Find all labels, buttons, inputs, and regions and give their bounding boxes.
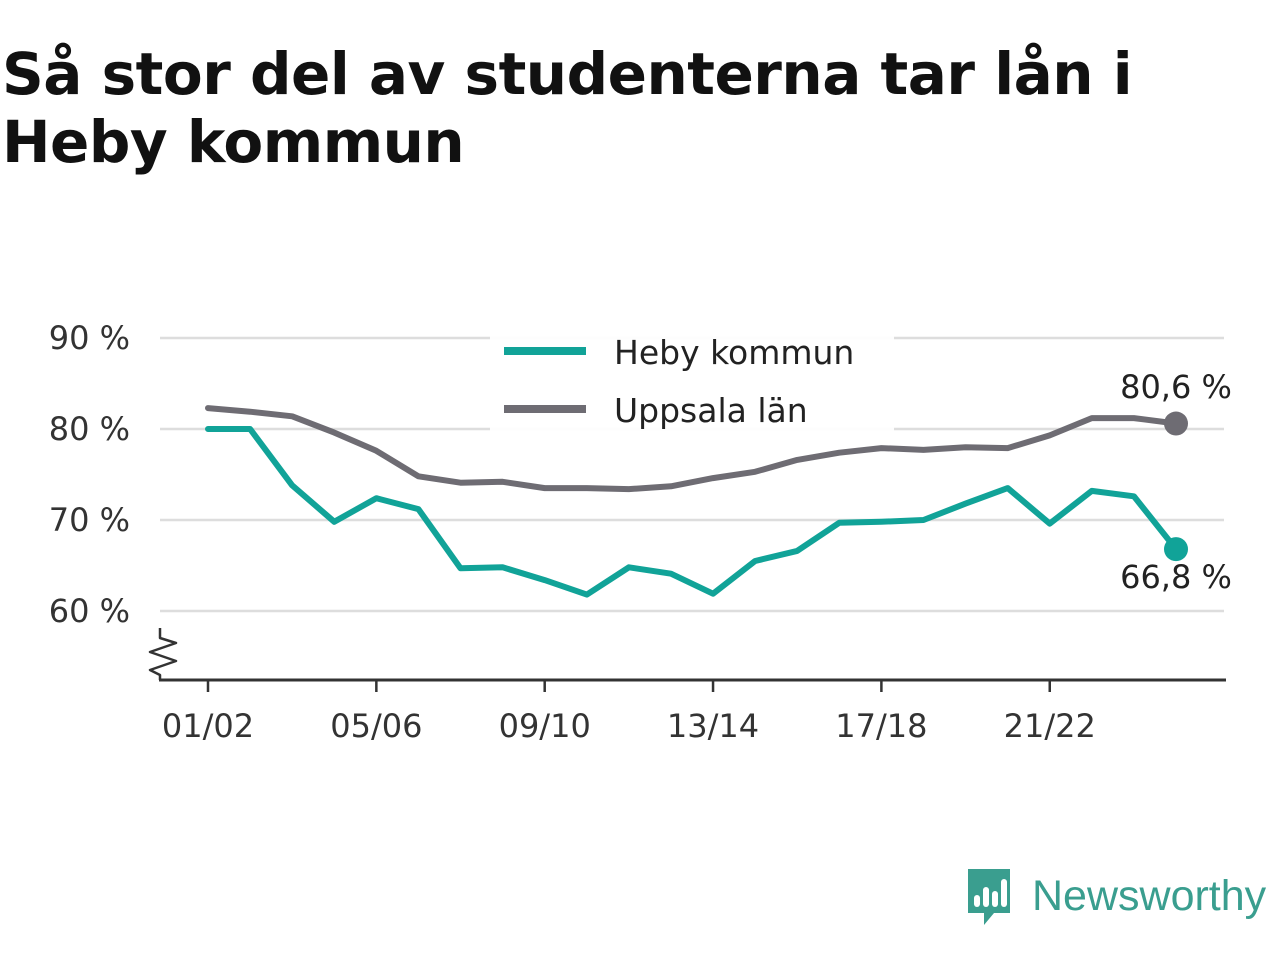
newsworthy-logo: Newsworthy	[964, 864, 1266, 928]
y-axis-break-icon	[148, 628, 178, 680]
series-line-heby	[205, 426, 1179, 598]
series	[205, 405, 1188, 598]
x-axis-ticks: 01/02 05/06 09/10 13/14 17/18 21/22	[162, 680, 1096, 745]
x-tick-label: 21/22	[1004, 707, 1096, 745]
end-label-heby: 66,8 %	[1120, 558, 1232, 596]
x-tick-label: 01/02	[162, 707, 254, 745]
legend-box	[490, 322, 894, 432]
series-end-point-heby	[1164, 537, 1188, 562]
end-labels: 80,6 % 66,8 %	[1120, 368, 1232, 596]
x-axis	[148, 628, 1226, 682]
chart-title: Så stor del av studenterna tar lån i Heb…	[2, 40, 1133, 176]
series-end-point-uppsala	[1164, 411, 1188, 436]
x-tick-label: 13/14	[667, 707, 759, 745]
y-tick-label: 90 %	[49, 319, 130, 357]
brand-name: Newsworthy	[1032, 871, 1267, 920]
legend: Heby kommun Uppsala län	[490, 322, 894, 432]
y-tick-label: 70 %	[49, 501, 130, 539]
legend-label-heby: Heby kommun	[614, 333, 854, 372]
y-tick-label: 60 %	[49, 592, 130, 630]
y-tick-label: 80 %	[49, 410, 130, 448]
legend-label-uppsala: Uppsala län	[614, 391, 808, 430]
y-axis-ticks: 60 % 70 % 80 % 90 %	[49, 319, 130, 630]
x-tick-label: 17/18	[835, 707, 927, 745]
x-tick-label: 05/06	[330, 707, 422, 745]
end-label-uppsala: 80,6 %	[1120, 368, 1232, 406]
x-tick-label: 09/10	[499, 707, 591, 745]
series-line-uppsala	[205, 405, 1179, 493]
newsworthy-logo-icon	[968, 869, 1010, 925]
